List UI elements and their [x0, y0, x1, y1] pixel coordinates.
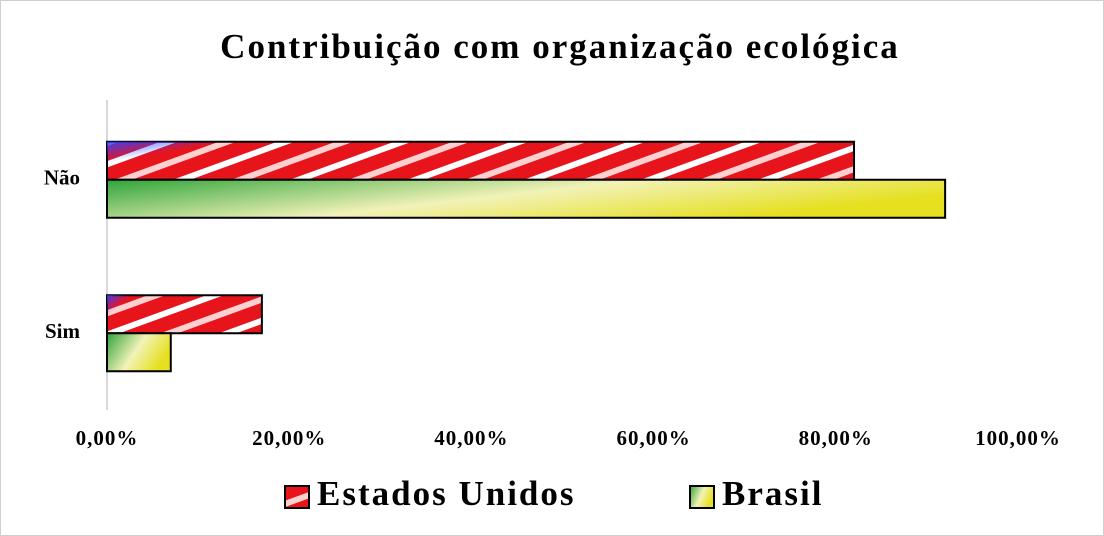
bar-shade: [107, 295, 262, 334]
y-tick-label: Não: [44, 166, 80, 190]
legend-swatch: [284, 485, 310, 509]
legend-swatch: [689, 485, 715, 509]
bar: [106, 332, 172, 373]
x-tick-label: 40,00%: [434, 426, 508, 450]
bar: [106, 178, 947, 219]
chart-title: Contribuição com organização ecológica: [220, 27, 900, 66]
bar-shade: [107, 141, 855, 180]
x-tick-label: 20,00%: [252, 426, 326, 450]
x-tick-label: 60,00%: [616, 426, 690, 450]
legend-label: Estados Unidos: [317, 474, 576, 513]
x-tick-label: 0,00%: [76, 426, 139, 450]
x-tick-label: 100,00%: [975, 426, 1061, 450]
y-tick-label: Sim: [45, 319, 81, 343]
legend-label: Brasil: [722, 474, 823, 513]
x-tick-label: 80,00%: [799, 426, 873, 450]
